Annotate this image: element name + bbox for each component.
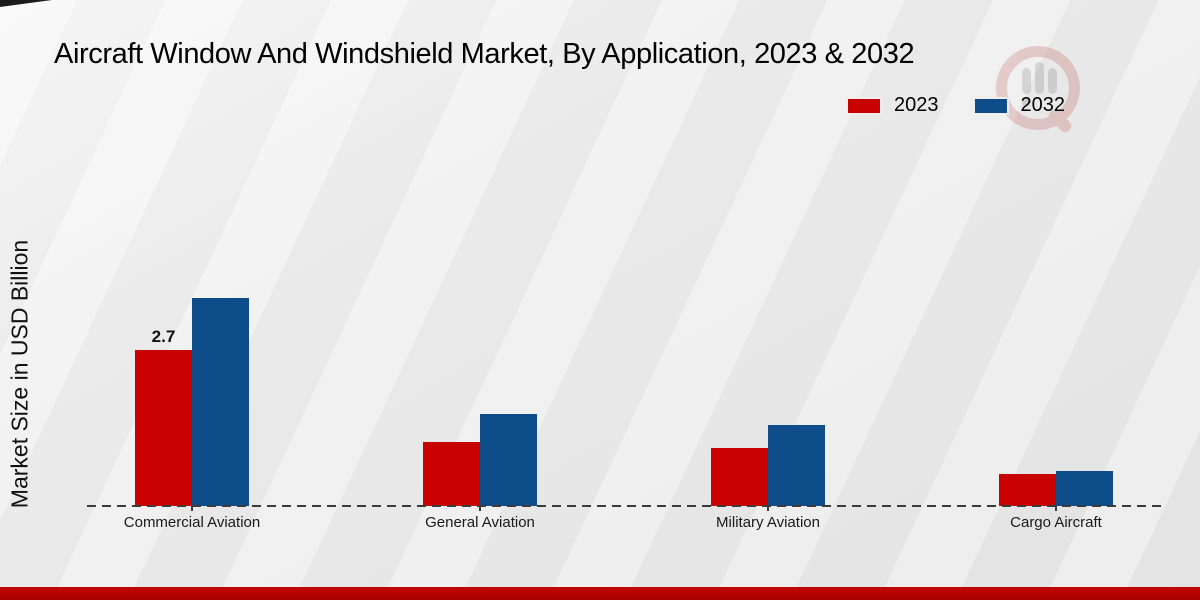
bar-2032-military-aviation — [768, 425, 825, 506]
watermark-bar-icon — [1022, 68, 1031, 94]
bar-2023-commercial-aviation — [135, 350, 192, 506]
category-label-military-aviation: Military Aviation — [716, 514, 820, 531]
magnifier-ring-icon — [996, 46, 1080, 130]
category-label-commercial-aviation: Commercial Aviation — [123, 514, 261, 531]
bar-2023-cargo-aircraft — [999, 474, 1056, 506]
footer-bar — [0, 587, 1200, 600]
bar-value-label: 2.7 — [151, 327, 176, 346]
legend-label: 2023 — [894, 94, 939, 116]
x-axis-tick — [767, 506, 769, 511]
bar-2023-general-aviation — [423, 442, 480, 506]
brand-watermark — [996, 46, 1080, 135]
watermark-bar-icon — [1048, 68, 1057, 94]
corner-decoration — [0, 0, 52, 7]
category-label-cargo-aircraft: Cargo Aircraft — [1010, 514, 1102, 531]
category-label-general-aviation: General Aviation — [425, 514, 535, 531]
x-axis-tick — [1055, 506, 1057, 511]
bar-2023-military-aviation — [711, 448, 768, 506]
legend-swatch-2023 — [846, 96, 882, 115]
bar-2032-cargo-aircraft — [1056, 471, 1113, 506]
watermark-bar-icon — [1035, 62, 1044, 94]
bar-2032-commercial-aviation — [192, 298, 249, 506]
legend-item-2023: 2023 — [846, 94, 939, 117]
x-axis-baseline — [87, 505, 1167, 507]
legend-swatch-2032 — [972, 96, 1009, 115]
watermark-dot-icon — [1022, 98, 1031, 107]
legend-label: 2032 — [1020, 94, 1066, 116]
chart-title: Aircraft Window And Windshield Market, B… — [54, 38, 915, 70]
x-axis-tick — [479, 506, 481, 511]
legend: 2023 2032 — [846, 94, 1065, 117]
bar-2032-general-aviation — [480, 414, 537, 506]
legend-item-2032: 2032 — [972, 94, 1066, 117]
x-axis-tick — [191, 506, 193, 511]
